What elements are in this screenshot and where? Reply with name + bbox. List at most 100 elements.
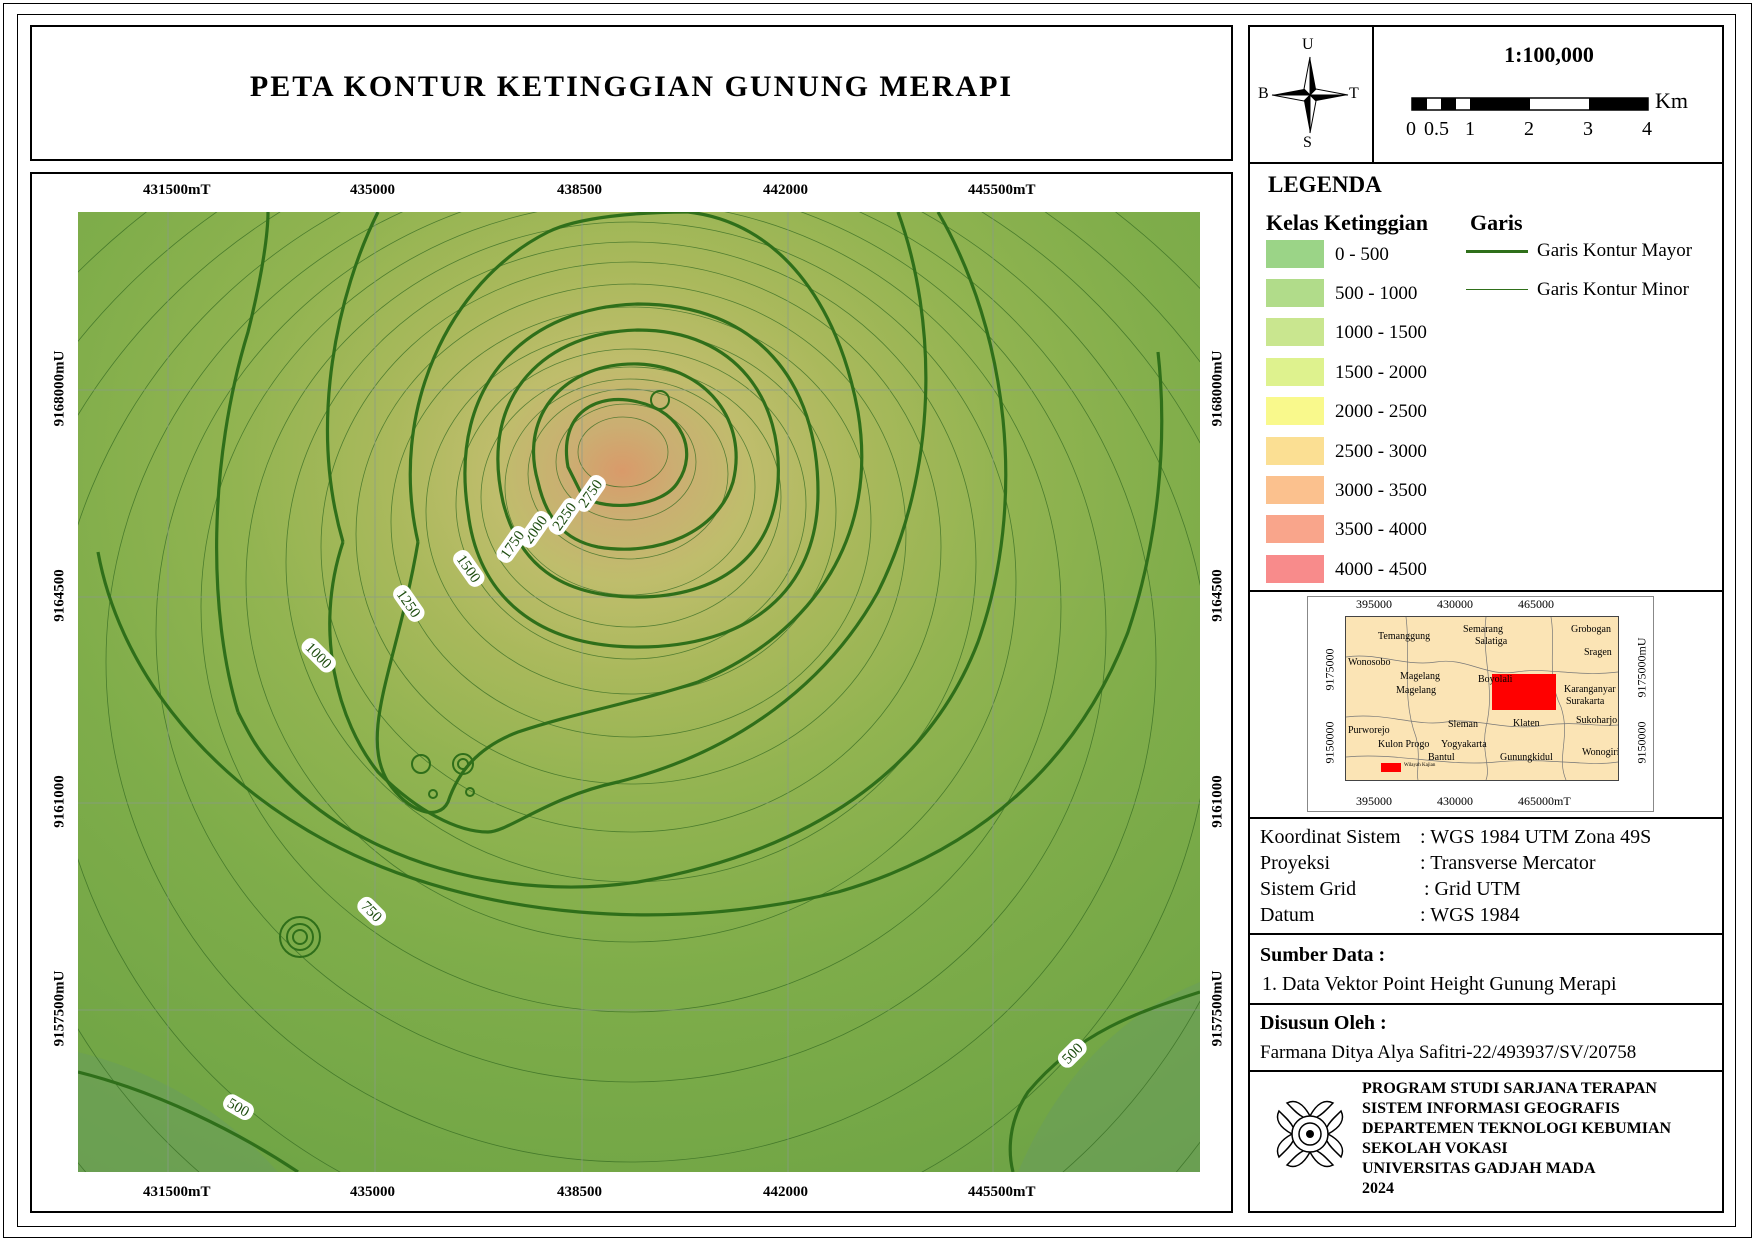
inset-place-6: Sragen xyxy=(1584,647,1612,658)
map-title: PETA KONTUR KETINGGIAN GUNUNG MERAPI xyxy=(249,70,1014,103)
inset-place-8: Magelang xyxy=(1396,685,1436,696)
y-label-right-1: 9168000mU xyxy=(1209,350,1226,427)
inner-frame xyxy=(17,14,1736,1227)
x-label-top-1: 431500mT xyxy=(143,182,211,198)
divider-6 xyxy=(1248,1070,1724,1072)
inset-boundaries xyxy=(1346,617,1618,780)
compass-east: T xyxy=(1349,85,1359,102)
title-box xyxy=(30,25,1233,161)
legend-label-5: 2000 - 2500 xyxy=(1335,401,1427,422)
inset-x-bottom-3: 465000mT xyxy=(1518,794,1571,808)
inset-place-15: Klaten xyxy=(1513,718,1540,729)
inset-y-right-2: 9150000 xyxy=(1634,721,1649,764)
divider-4 xyxy=(1248,933,1724,935)
author-heading: Disusun Oleh : xyxy=(1260,1012,1387,1034)
legend-label-3: 1000 - 1500 xyxy=(1335,322,1427,343)
inset-place-20: Wonogiri xyxy=(1582,747,1619,758)
legend-major-line xyxy=(1466,250,1528,253)
x-label-bottom-4: 442000 xyxy=(763,1184,808,1200)
x-label-bottom-2: 435000 xyxy=(350,1184,395,1200)
compass-south: S xyxy=(1303,134,1312,151)
legend-class-heading: Kelas Ketinggian xyxy=(1266,210,1428,235)
legend-minor-label: Garis Kontur Minor xyxy=(1537,279,1689,300)
proj-key-2: Proyeksi xyxy=(1260,852,1330,874)
inset-place-10: Karanganyar xyxy=(1564,684,1616,695)
scale-label-1: 1 xyxy=(1465,118,1475,140)
inset-place-12: Sukoharjo xyxy=(1576,715,1618,726)
inset-x-top-3: 465000 xyxy=(1518,597,1554,611)
source-heading: Sumber Data : xyxy=(1260,944,1386,966)
legend-swatch-4 xyxy=(1266,358,1324,386)
legend-line-heading: Garis xyxy=(1470,210,1523,235)
institution-line-2: SISTEM INFORMASI GEOGRAFIS xyxy=(1362,1100,1620,1117)
inset-x-bottom-1: 395000 xyxy=(1356,794,1392,808)
institution-line-1: PROGRAM STUDI SARJANA TERAPAN xyxy=(1362,1080,1657,1097)
legend-label-7: 3000 - 3500 xyxy=(1335,480,1427,501)
institution-line-4: SEKOLAH VOKASI xyxy=(1362,1140,1508,1157)
inset-place-7: Magelang xyxy=(1400,671,1440,682)
inset-place-1: Temanggung xyxy=(1378,631,1431,642)
legend-swatch-2 xyxy=(1266,279,1324,307)
inset-place-3: Salatiga xyxy=(1475,636,1508,647)
inset-place-11: Surakarta xyxy=(1566,696,1605,707)
lowland-se xyxy=(1018,982,1200,1172)
institution-line-5: UNIVERSITAS GADJAH MADA xyxy=(1362,1160,1596,1177)
proj-val-2: : Transverse Mercator xyxy=(1420,852,1596,874)
x-label-bottom-5: 445500mT xyxy=(968,1184,1036,1200)
y-label-right-4: 9157500mU xyxy=(1209,970,1226,1047)
proj-key-4: Datum xyxy=(1260,904,1315,926)
north-arrow-icon xyxy=(1271,56,1349,134)
inset-place-18: Bantul xyxy=(1428,752,1455,763)
major-contours xyxy=(78,212,1200,1172)
legend-label-4: 1500 - 2000 xyxy=(1335,362,1427,383)
contour-map[interactable]: 2750 2250 2000 1750 1500 1250 1000 750 5… xyxy=(78,212,1200,1172)
inset-place-9: Boyolali xyxy=(1478,674,1513,685)
legend-swatch-9 xyxy=(1266,555,1324,583)
scale-label-3: 3 xyxy=(1583,118,1593,140)
compass-north: U xyxy=(1302,36,1314,53)
proj-val-3: : Grid UTM xyxy=(1424,878,1521,900)
proj-val-4: : WGS 1984 xyxy=(1420,904,1520,926)
scale-label-05: 0.5 xyxy=(1424,118,1449,140)
proj-key-1: Koordinat Sistem xyxy=(1260,826,1401,848)
legend-swatch-7 xyxy=(1266,476,1324,504)
minor-contours xyxy=(78,212,1200,1172)
map-frame xyxy=(30,172,1233,1213)
inset-x-top-2: 430000 xyxy=(1437,597,1473,611)
inset-place-17: Yogyakarta xyxy=(1441,739,1487,750)
inset-place-5: Wonosobo xyxy=(1348,657,1391,668)
inset-y-left-2: 9150000 xyxy=(1322,721,1337,764)
inset-place-4: Grobogan xyxy=(1571,624,1611,635)
outer-frame xyxy=(3,3,1752,1238)
elevation-surface xyxy=(78,212,1200,1172)
legend-swatch-6 xyxy=(1266,437,1324,465)
divider-compass-scale xyxy=(1372,25,1374,162)
legend-label-6: 2500 - 3000 xyxy=(1335,441,1427,462)
divider-2 xyxy=(1248,590,1724,592)
scale-bar xyxy=(1411,97,1649,111)
inset-place-2: Semarang xyxy=(1463,624,1503,635)
source-item: 1. Data Vektor Point Height Gunung Merap… xyxy=(1262,973,1617,995)
parasitic-cones xyxy=(279,390,670,958)
scale-ratio: 1:100,000 xyxy=(1504,42,1594,67)
inset-place-16: Kulon Progo xyxy=(1378,739,1430,750)
legend-heading: LEGENDA xyxy=(1268,172,1382,197)
y-label-right-3: 9161000 xyxy=(1209,775,1226,828)
legend-label-2: 500 - 1000 xyxy=(1335,283,1418,304)
divider-5 xyxy=(1248,1003,1724,1005)
inset-y-left-1: 9175000 xyxy=(1322,648,1337,691)
legend-minor-line xyxy=(1466,289,1528,290)
ugm-logo-icon xyxy=(1276,1100,1344,1168)
divider-3 xyxy=(1248,817,1724,819)
institution-line-3: DEPARTEMEN TEKNOLOGI KEBUMIAN xyxy=(1362,1120,1672,1137)
y-label-right-2: 9164500 xyxy=(1209,569,1226,622)
author-name: Farmana Ditya Alya Safitri-22/493937/SV/… xyxy=(1260,1042,1637,1063)
y-label-left-1: 9168000mU xyxy=(51,350,68,427)
inset-x-top-1: 395000 xyxy=(1356,597,1392,611)
institution-line-6: 2024 xyxy=(1362,1180,1394,1197)
x-label-top-3: 438500 xyxy=(557,182,602,198)
x-label-top-2: 435000 xyxy=(350,182,395,198)
inset-place-13: Purworejo xyxy=(1348,725,1390,736)
scale-label-4: 4 xyxy=(1642,118,1652,140)
legend-label-1: 0 - 500 xyxy=(1335,244,1389,265)
